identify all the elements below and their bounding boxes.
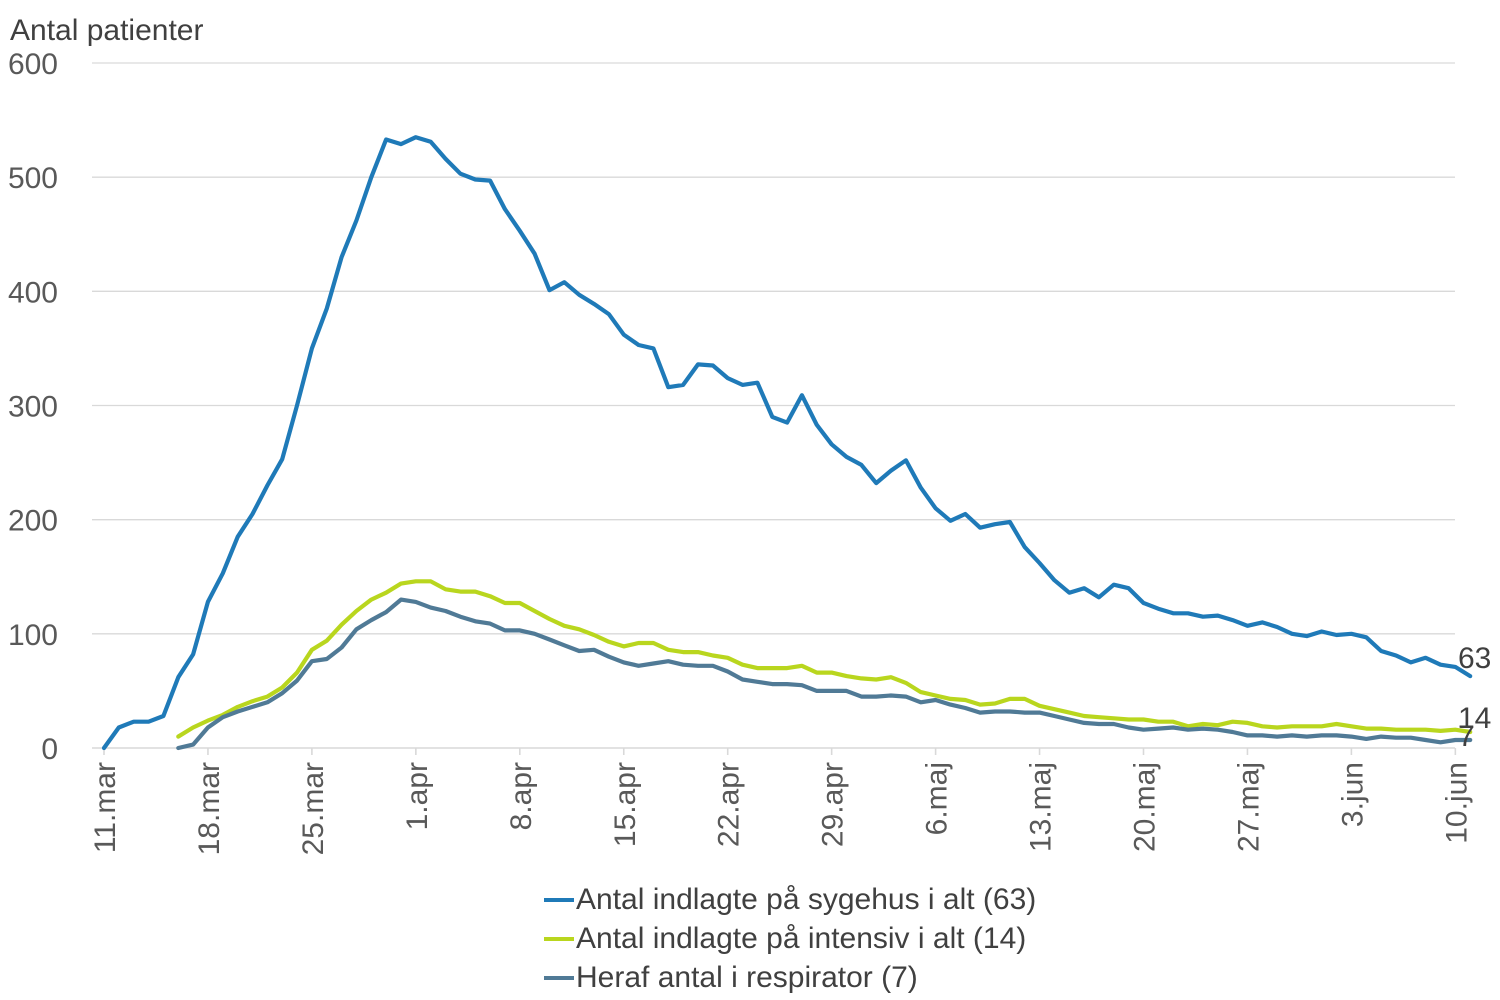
x-tick-label: 11.mar	[89, 762, 122, 853]
x-tick-label: 25.mar	[297, 762, 330, 855]
legend-swatch	[544, 936, 574, 941]
y-tick-label: 200	[8, 505, 58, 538]
x-tick-label: 27.maj	[1232, 762, 1265, 852]
series-line-3	[176, 597, 1473, 751]
x-tick-label: 20.maj	[1129, 762, 1162, 852]
series-line-1	[101, 135, 1473, 751]
x-tick-label: 18.mar	[193, 762, 226, 855]
end-value-label-3: 7	[1458, 720, 1475, 753]
end-value-label-2: 14	[1458, 702, 1491, 735]
legend-item-2: Antal indlagte på intensiv i alt (14)	[544, 919, 1036, 958]
legend-swatch	[544, 897, 574, 902]
y-tick-label: 300	[8, 391, 58, 424]
legend-swatch	[544, 975, 574, 980]
y-tick-label: 600	[8, 48, 58, 81]
legend-label: Antal indlagte på sygehus i alt (63)	[576, 882, 1037, 916]
gridlines	[92, 62, 1455, 749]
x-tick-label: 8.apr	[505, 762, 538, 830]
x-tick-label: 29.apr	[817, 762, 850, 847]
series-lines	[101, 135, 1473, 751]
end-labels: 63 147	[1458, 642, 1491, 753]
legend-label: Antal indlagte på intensiv i alt (14)	[576, 921, 1027, 955]
legend-item-1: Antal indlagte på sygehus i alt (63)	[544, 880, 1036, 919]
legend-item-3: Heraf antal i respirator (7)	[544, 958, 1036, 997]
x-tick-label: 10.jun	[1440, 762, 1473, 844]
y-tick-label: 100	[8, 619, 58, 652]
x-tick-label: 6.maj	[921, 762, 954, 835]
y-axis-ticks: 0 100 200 300 400 500 600	[8, 48, 58, 766]
x-axis-ticks: 11.mar 18.mar 25.mar 1.apr 8.apr 15.apr 22.apr…	[89, 748, 1473, 855]
x-tick-label: 15.apr	[609, 762, 642, 847]
x-tick-label: 13.maj	[1025, 762, 1058, 852]
legend: Antal indlagte på sygehus i alt (63) Anta…	[544, 880, 1036, 997]
legend-label: Heraf antal i respirator (7)	[576, 960, 918, 994]
y-tick-label: 500	[8, 162, 58, 195]
x-tick-label: 1.apr	[401, 762, 434, 830]
y-axis-label: Antal patienter	[10, 14, 203, 47]
y-tick-label: 0	[41, 733, 58, 766]
x-tick-label: 22.apr	[713, 762, 746, 847]
y-tick-label: 400	[8, 276, 58, 309]
series-line-2	[176, 579, 1473, 739]
x-tick-label: 3.jun	[1336, 762, 1369, 827]
end-value-label-1: 63	[1458, 642, 1491, 675]
